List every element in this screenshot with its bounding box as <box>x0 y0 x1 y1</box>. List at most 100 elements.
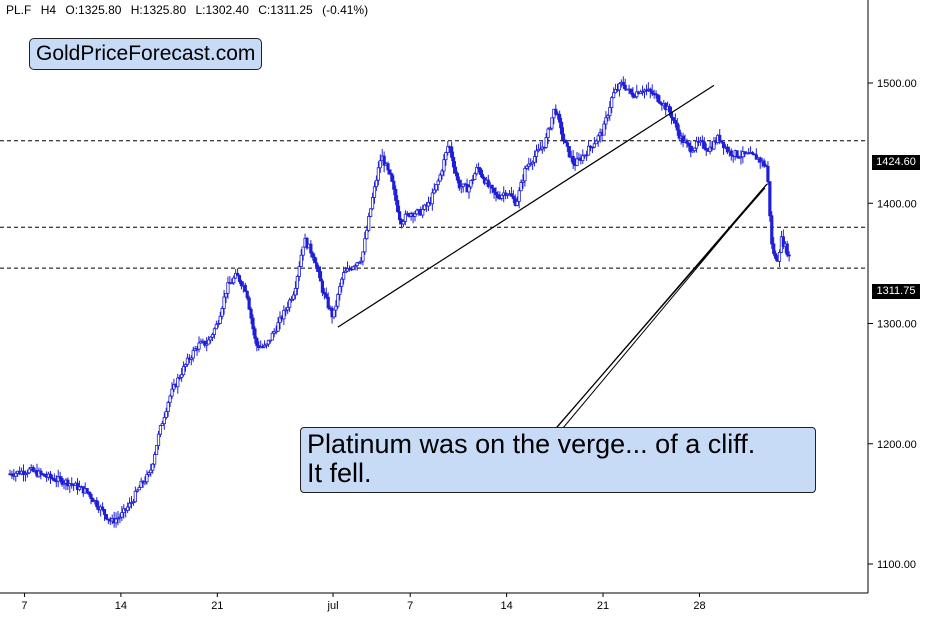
candle-body-290 <box>567 146 571 158</box>
candle-body-66 <box>135 489 139 492</box>
candle-body-136 <box>270 332 274 341</box>
candle-body-160 <box>316 266 321 272</box>
candle-body-242 <box>475 167 479 175</box>
x-tick-label-2: 21 <box>211 600 223 612</box>
chart-header: PL.F H4 O:1325.80 H:1325.80 L:1302.40 C:… <box>6 3 374 17</box>
candle-body-64 <box>131 501 136 504</box>
x-tick-label-1: 14 <box>115 600 127 612</box>
candle-body-251 <box>492 187 496 193</box>
candle-body-250 <box>490 184 494 189</box>
candle-body-353 <box>689 145 693 153</box>
candle-body-342 <box>667 105 672 113</box>
candle-body-396 <box>772 243 776 254</box>
candle-body-245 <box>480 174 485 179</box>
candle-body-368 <box>718 134 722 142</box>
candle-body-234 <box>459 186 463 189</box>
candle-body-138 <box>274 330 278 333</box>
annotation-callout: Platinum was on the verge... of a cliff.… <box>300 427 816 493</box>
candle-body-252 <box>494 191 498 196</box>
candle-body-346 <box>675 122 679 131</box>
candle-body-112 <box>224 293 228 298</box>
candle-body-164 <box>324 293 328 298</box>
candle-body-261 <box>511 195 515 200</box>
candle-body-197 <box>388 169 392 175</box>
candle-body-185 <box>365 229 369 240</box>
candle-body-385 <box>750 152 755 155</box>
candle-body-233 <box>457 179 461 189</box>
candle-body-165 <box>326 296 330 309</box>
candle-body-356 <box>694 141 699 149</box>
candle-body-294 <box>575 158 579 166</box>
candle-body-345 <box>673 119 677 124</box>
candle-body-182 <box>359 260 363 263</box>
candle-body-115 <box>230 282 234 285</box>
dashed-level-lines <box>0 140 868 269</box>
candle-body-283 <box>554 108 558 115</box>
candle-body-7 <box>21 470 26 475</box>
candle-body-328 <box>640 91 645 94</box>
candle-body-380 <box>741 151 745 158</box>
candle-body-58 <box>120 512 124 518</box>
candle-body-303 <box>592 143 596 148</box>
candle-body-111 <box>222 296 226 309</box>
candle-body-227 <box>446 146 450 153</box>
candle-body-43 <box>91 498 95 503</box>
candle-body-41 <box>87 491 91 495</box>
trendline-0 <box>337 84 715 328</box>
low-value: L:1302.40 <box>195 3 249 17</box>
candle-body-36 <box>77 486 82 490</box>
candle-body-125 <box>249 308 253 319</box>
candle-body-215 <box>423 204 427 210</box>
candle-body-158 <box>313 256 317 264</box>
candle-body-401 <box>781 236 785 248</box>
candle-body-229 <box>450 146 454 158</box>
candle-body-316 <box>617 83 622 91</box>
candle-body-172 <box>340 278 344 287</box>
candle-body-260 <box>509 193 514 197</box>
candle-body-134 <box>266 339 271 345</box>
candle-body-159 <box>315 262 319 268</box>
candle-body-369 <box>720 140 724 143</box>
candle-body-266 <box>521 180 525 183</box>
candle-body-333 <box>650 90 654 95</box>
candle-body-140 <box>278 316 282 324</box>
candle-body-399 <box>777 251 782 262</box>
candle-body-196 <box>386 163 390 171</box>
candle-body-62 <box>127 502 132 508</box>
candle-body-88 <box>178 377 182 379</box>
candle-body-119 <box>237 275 242 282</box>
candle-body-194 <box>382 155 386 166</box>
candle-body-161 <box>318 271 323 282</box>
candle-body-273 <box>534 150 539 157</box>
candle-body-225 <box>442 159 446 172</box>
candle-body-210 <box>413 213 417 217</box>
candle-body-395 <box>770 215 774 245</box>
x-tick-label-7: 28 <box>693 600 705 612</box>
candle-body-200 <box>394 188 398 201</box>
y-tick-label-3: 1400.00 <box>877 198 917 210</box>
candle-body-264 <box>517 190 521 202</box>
change-value: (-0.41%) <box>322 3 369 17</box>
candle-body-107 <box>214 323 218 330</box>
candle-body-337 <box>658 101 662 104</box>
candle-body-12 <box>31 467 35 472</box>
candle-body-270 <box>529 163 533 166</box>
candle-body-214 <box>421 209 425 216</box>
candle-body-292 <box>571 155 575 165</box>
candle-body-310 <box>606 115 610 119</box>
candle-body-142 <box>282 309 286 320</box>
candle-body-120 <box>239 281 244 287</box>
candle-body-65 <box>133 490 137 503</box>
candle-body-105 <box>210 334 215 338</box>
candle-body-146 <box>289 298 294 301</box>
candle-body-361 <box>704 147 708 151</box>
candle-body-162 <box>320 280 325 293</box>
candle-body-77 <box>156 433 161 446</box>
candle-body-391 <box>762 160 766 167</box>
candle-body-204 <box>401 221 406 225</box>
candle-body-221 <box>434 184 438 191</box>
plot-area <box>0 0 868 593</box>
candle-body-263 <box>515 200 519 206</box>
candle-body-201 <box>396 200 400 212</box>
candle-body-76 <box>154 445 159 455</box>
